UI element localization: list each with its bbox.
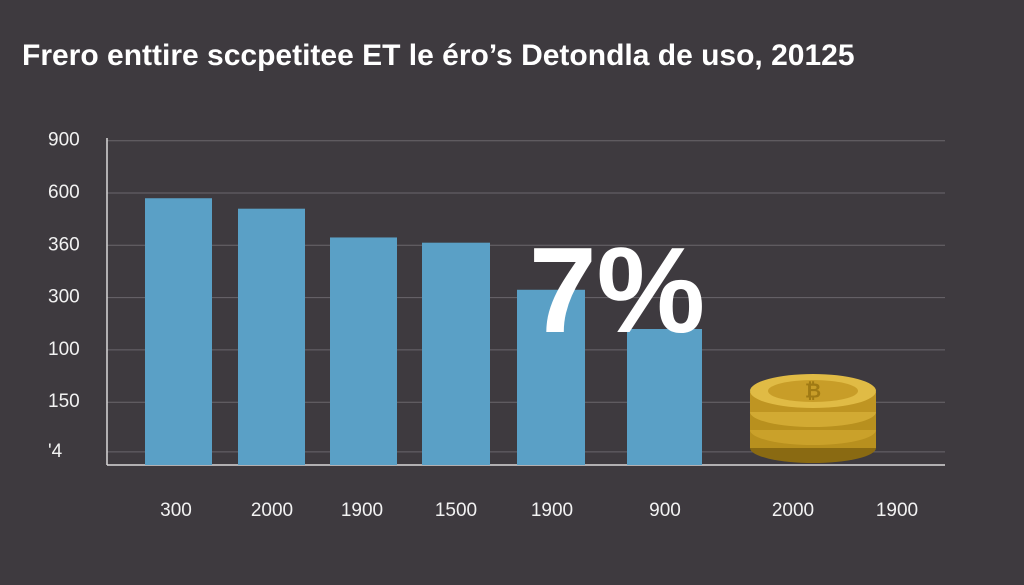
bar (238, 208, 305, 465)
x-tick-label: 2000 (251, 500, 293, 521)
x-tick-label: 1900 (341, 500, 383, 521)
y-tick-label: 360 (48, 234, 80, 255)
bar (627, 329, 702, 465)
chart-title: Frero enttire sccpetitee ET le éro’s Det… (22, 39, 855, 72)
x-tick-label: 1900 (531, 500, 573, 521)
bar (145, 198, 212, 465)
y-tick-label: 900 (48, 130, 80, 151)
y-tick-label: '4 (48, 441, 63, 462)
y-tick-label: 600 (48, 182, 80, 203)
annotation: 7% (529, 222, 705, 358)
x-tick-label: 2000 (772, 500, 814, 521)
bar (330, 237, 397, 465)
x-tick-label: 900 (649, 500, 681, 521)
bar (422, 242, 490, 465)
svg-text:₿: ₿ (805, 380, 821, 402)
y-tick-label: 150 (48, 391, 80, 412)
coin-stack: ₿ (750, 374, 876, 463)
bar (517, 289, 585, 465)
x-tick-label: 300 (160, 500, 192, 521)
y-tick-label: 300 (48, 287, 80, 308)
x-tick-label: 1500 (435, 500, 477, 521)
x-tick-label: 1900 (876, 500, 918, 521)
y-tick-label: 100 (48, 339, 80, 360)
